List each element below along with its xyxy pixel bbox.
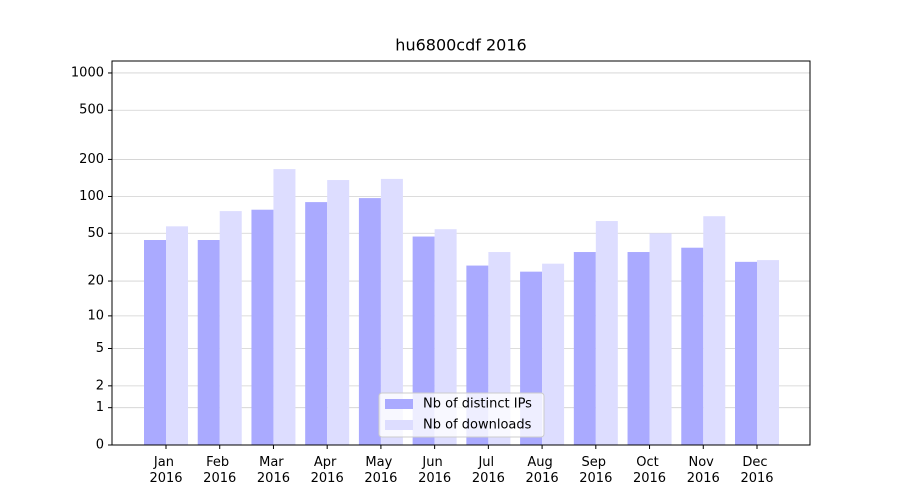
y-tick-label: 5 <box>96 341 104 356</box>
x-tick-label: Jul 2016 <box>472 455 505 486</box>
legend-swatch <box>385 420 413 430</box>
bar <box>219 211 242 445</box>
y-tick-label: 1 <box>96 400 104 415</box>
x-tick-label: Apr 2016 <box>311 455 344 486</box>
chart-title: hu6800cdf 2016 <box>395 36 526 55</box>
legend-box <box>378 392 545 438</box>
y-tick-label: 0 <box>96 438 104 453</box>
bar <box>595 221 618 445</box>
x-tick-label: Mar 2016 <box>257 455 290 486</box>
bar <box>327 180 350 445</box>
x-tick-label: Nov 2016 <box>687 455 720 486</box>
bar <box>649 233 672 445</box>
x-tick-label: Feb 2016 <box>203 455 236 486</box>
y-tick-label: 50 <box>87 226 104 241</box>
y-tick-label: 100 <box>79 189 104 204</box>
y-tick-label: 2 <box>96 378 104 393</box>
y-tick-label: 10 <box>87 308 104 323</box>
x-tick-label: Jan 2016 <box>149 455 182 486</box>
plot-frame <box>111 60 811 446</box>
legend-label: Nb of distinct IPs <box>423 397 532 412</box>
bar <box>305 202 328 445</box>
legend-swatch <box>385 399 413 409</box>
bar <box>542 263 565 445</box>
bar <box>380 178 403 446</box>
bar <box>757 260 779 445</box>
bar <box>251 209 274 445</box>
bar <box>358 198 381 445</box>
bar <box>166 226 188 445</box>
x-tick-label: Sep 2016 <box>579 455 612 486</box>
y-tick-label: 20 <box>87 274 104 289</box>
y-tick-label: 200 <box>79 152 104 167</box>
x-tick-label: May 2016 <box>364 455 397 486</box>
bar <box>434 229 457 445</box>
bar <box>627 252 650 445</box>
legend-label: Nb of downloads <box>423 418 532 433</box>
x-tick-label: Jun 2016 <box>418 455 451 486</box>
bar <box>573 252 596 445</box>
bar <box>703 216 726 445</box>
bar <box>735 261 757 445</box>
bar <box>681 247 704 445</box>
x-tick-label: Dec 2016 <box>740 455 773 486</box>
bar <box>197 240 220 445</box>
y-tick-label: 500 <box>79 103 104 118</box>
bar <box>144 240 166 445</box>
x-tick-label: Oct 2016 <box>633 455 666 486</box>
x-tick-label: Aug 2016 <box>526 455 559 486</box>
y-tick-label: 1000 <box>71 65 104 80</box>
bar <box>273 169 296 446</box>
